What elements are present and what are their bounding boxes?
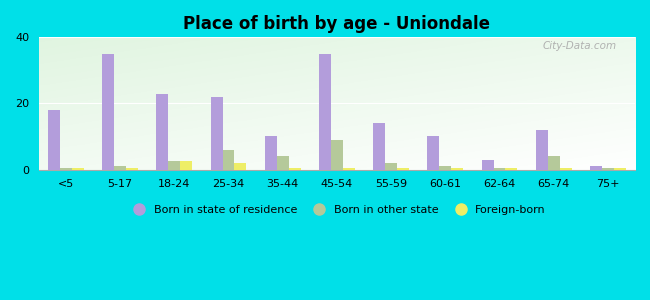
Bar <box>536 130 548 170</box>
Bar <box>319 54 331 170</box>
Bar <box>289 168 300 170</box>
Bar <box>439 166 451 170</box>
Bar <box>265 136 277 169</box>
Bar <box>506 168 517 170</box>
Bar <box>102 54 114 170</box>
Bar <box>48 110 60 169</box>
Bar <box>602 168 614 170</box>
Bar <box>126 168 138 170</box>
Bar <box>397 168 409 170</box>
Bar <box>222 150 235 169</box>
Bar <box>560 168 571 170</box>
Bar <box>72 168 84 170</box>
Bar <box>343 168 355 170</box>
Bar <box>482 160 493 170</box>
Bar <box>277 156 289 170</box>
Bar <box>590 166 602 170</box>
Bar <box>235 163 246 169</box>
Bar <box>385 163 397 169</box>
Bar <box>180 161 192 169</box>
Bar <box>614 168 626 170</box>
Bar <box>331 140 343 170</box>
Bar <box>373 123 385 170</box>
Bar <box>548 156 560 170</box>
Bar <box>428 136 439 169</box>
Bar <box>211 97 222 170</box>
Bar <box>451 168 463 170</box>
Title: Place of birth by age - Uniondale: Place of birth by age - Uniondale <box>183 15 490 33</box>
Bar <box>114 166 126 170</box>
Legend: Born in state of residence, Born in other state, Foreign-born: Born in state of residence, Born in othe… <box>124 201 550 220</box>
Bar <box>493 168 506 170</box>
Text: City-Data.com: City-Data.com <box>543 41 617 51</box>
Bar <box>157 94 168 169</box>
Bar <box>60 168 72 170</box>
Bar <box>168 161 180 169</box>
